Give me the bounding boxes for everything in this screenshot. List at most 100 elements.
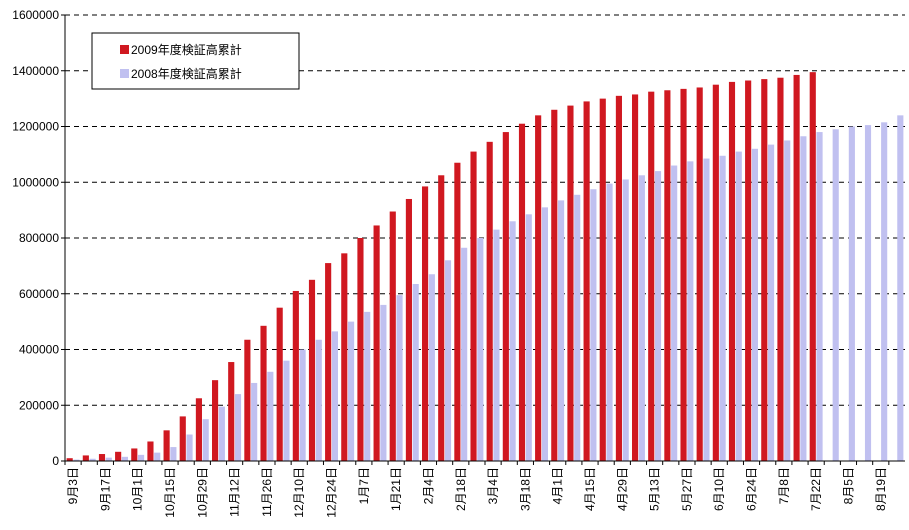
bar [761, 79, 768, 462]
x-tick-label: 6月10日 [712, 467, 726, 511]
bar [525, 214, 532, 461]
bar [881, 122, 888, 461]
x-tick-label: 12月24日 [325, 467, 339, 518]
bar [315, 339, 322, 461]
x-tick-label: 10月15日 [163, 467, 177, 518]
bar [212, 380, 219, 461]
bar [341, 253, 348, 461]
bar [784, 140, 791, 461]
y-tick-label: 600000 [19, 287, 59, 301]
x-tick-label: 3月18日 [518, 467, 532, 511]
bar [357, 238, 364, 461]
bar [864, 125, 872, 461]
bar [147, 441, 154, 461]
bar [583, 101, 590, 461]
bar [389, 211, 396, 461]
y-tick-label: 1600000 [12, 8, 59, 22]
bar [809, 72, 816, 462]
bar [276, 307, 283, 461]
bar [541, 207, 548, 461]
bar [373, 225, 380, 461]
bar [558, 200, 565, 461]
x-tick-label: 5月13日 [648, 467, 662, 511]
bar [470, 151, 477, 461]
bar [654, 171, 662, 461]
bar [551, 109, 558, 462]
bar [712, 84, 719, 461]
bar [793, 74, 800, 462]
bar [422, 186, 429, 461]
y-tick-label: 0 [52, 454, 59, 468]
bar [638, 175, 645, 461]
y-tick-label: 1400000 [12, 64, 59, 78]
x-tick-label: 2月18日 [454, 467, 468, 511]
x-tick-label: 12月10日 [292, 467, 306, 518]
bar [89, 458, 96, 461]
bar [299, 349, 306, 461]
bar [138, 454, 145, 461]
bar [202, 419, 209, 461]
legend-swatch [120, 45, 129, 54]
y-tick-label: 1200000 [12, 120, 59, 134]
x-tick-label: 10月29日 [195, 467, 209, 518]
bar [574, 194, 581, 461]
bar [82, 455, 89, 461]
bar [438, 175, 445, 461]
x-tick-label: 3月4日 [486, 467, 500, 504]
bar [228, 362, 235, 461]
bar [687, 161, 694, 461]
bar [163, 430, 170, 461]
x-tick-label: 10月1日 [131, 467, 145, 511]
x-tick-label: 11月26日 [260, 467, 274, 517]
x-tick-label: 5月27日 [680, 467, 694, 511]
bar [244, 339, 251, 461]
bar [115, 451, 122, 461]
bar [502, 132, 509, 461]
bar [680, 88, 687, 462]
bar [131, 448, 138, 461]
bar [509, 221, 516, 461]
x-tick-label: 4月29日 [615, 467, 629, 511]
bar [703, 158, 710, 461]
bar [599, 98, 606, 461]
bar [622, 179, 629, 461]
bar [632, 94, 639, 461]
bar [696, 87, 703, 461]
bar [493, 229, 500, 461]
x-tick-label: 1月21日 [389, 467, 403, 511]
bar [154, 452, 161, 461]
bar [179, 416, 186, 461]
bar [283, 360, 290, 461]
bar [648, 91, 655, 461]
bar [105, 457, 112, 461]
bar [428, 274, 435, 461]
bar [170, 447, 177, 461]
x-tick-label: 1月7日 [357, 467, 371, 504]
bar [325, 263, 332, 461]
bar [73, 459, 80, 461]
bar [267, 371, 274, 461]
bar [486, 141, 493, 462]
y-tick-label: 200000 [19, 398, 59, 412]
bar [671, 165, 678, 461]
bar [777, 77, 784, 461]
x-tick-label: 11月12日 [228, 467, 242, 517]
x-tick-label: 9月17日 [98, 467, 112, 511]
bar [234, 394, 242, 461]
x-tick-label: 6月24日 [745, 467, 759, 511]
bar [348, 321, 355, 461]
bar [728, 81, 736, 462]
x-tick-label: 9月3日 [66, 467, 80, 504]
bar [396, 295, 403, 461]
bar [897, 115, 904, 461]
bar [454, 162, 461, 462]
y-tick-label: 400000 [19, 343, 59, 357]
bar [567, 105, 574, 461]
y-tick-label: 1000000 [12, 175, 59, 189]
bar [331, 331, 338, 461]
bar [615, 95, 622, 462]
bar [218, 406, 225, 461]
legend-swatch [120, 69, 129, 78]
x-tick-label: 7月22日 [809, 467, 823, 511]
